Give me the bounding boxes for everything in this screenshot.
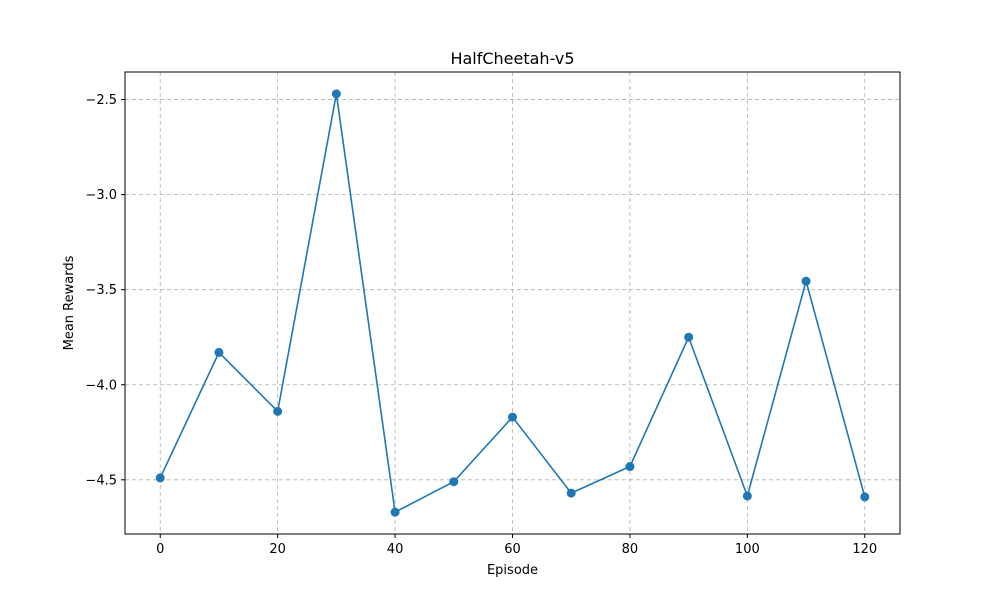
- y-axis-label: Mean Rewards: [62, 255, 77, 350]
- series-layer: [155, 89, 870, 517]
- x-tick-label: 60: [504, 542, 521, 557]
- x-axis-label: Episode: [487, 563, 538, 578]
- data-point: [390, 507, 400, 517]
- data-point: [684, 332, 694, 342]
- x-tick-label: 40: [387, 542, 404, 557]
- y-tick-label: −2.5: [85, 93, 117, 108]
- data-point: [273, 406, 283, 416]
- data-point: [214, 347, 224, 357]
- y-tick-label: −4.0: [85, 378, 117, 393]
- x-tick-label: 0: [156, 542, 164, 557]
- data-point: [331, 89, 341, 99]
- data-point: [742, 491, 752, 501]
- data-point: [625, 462, 635, 472]
- y-tick-label: −3.0: [85, 188, 117, 203]
- data-point: [508, 412, 517, 422]
- grid: [125, 72, 900, 534]
- chart-title: HalfCheetah-v5: [450, 49, 574, 68]
- data-point: [801, 276, 811, 286]
- x-tick-label: 120: [852, 542, 877, 557]
- data-point: [449, 477, 459, 487]
- data-point: [566, 488, 576, 498]
- x-tick-label: 80: [622, 542, 639, 557]
- axis-ticks: 0 20 40 60 80 100 120 −4.5 −4.0 −3.5 −3.0 −2.5: [85, 93, 877, 557]
- data-point: [155, 473, 165, 483]
- x-tick-label: 20: [269, 542, 286, 557]
- y-tick-label: −3.5: [85, 283, 117, 298]
- data-point: [860, 492, 870, 502]
- x-tick-label: 100: [735, 542, 760, 557]
- y-tick-label: −4.5: [85, 473, 117, 488]
